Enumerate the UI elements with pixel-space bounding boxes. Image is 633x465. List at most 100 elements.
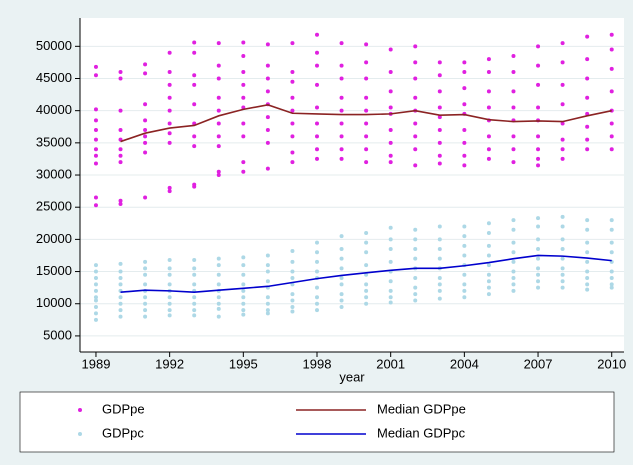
x-tick-label: 2010 (597, 356, 626, 371)
data-point (486, 134, 491, 139)
data-point (118, 314, 123, 319)
data-point (536, 216, 541, 221)
data-point (437, 247, 442, 252)
data-point (609, 66, 614, 71)
data-point (216, 108, 221, 113)
data-point (93, 275, 98, 280)
y-tick-label: 30000 (36, 166, 72, 181)
data-point (192, 102, 197, 107)
data-point (315, 156, 320, 161)
data-point (216, 95, 221, 100)
legend-label: GDPpc (102, 425, 144, 440)
data-point (265, 63, 270, 68)
y-tick-label: 5000 (43, 327, 72, 342)
data-point (167, 185, 172, 190)
data-point (364, 230, 369, 235)
data-point (462, 272, 467, 277)
data-point (609, 89, 614, 94)
data-point (511, 288, 516, 293)
data-point (462, 234, 467, 239)
data-point (118, 127, 123, 132)
data-point (93, 203, 98, 208)
data-point (192, 50, 197, 55)
data-point (339, 234, 344, 239)
data-point (167, 282, 172, 287)
median-line (120, 254, 612, 293)
x-tick-label: 1989 (82, 356, 111, 371)
data-point (388, 153, 393, 158)
data-point (560, 272, 565, 277)
data-point (93, 317, 98, 322)
data-point (290, 309, 295, 314)
data-point (241, 169, 246, 174)
data-point (560, 266, 565, 271)
data-point (388, 259, 393, 264)
data-point (192, 184, 197, 189)
data-point (437, 161, 442, 166)
data-point (93, 73, 98, 78)
data-point (536, 147, 541, 152)
data-point (585, 137, 590, 142)
data-point (462, 253, 467, 258)
data-point (315, 121, 320, 126)
data-point (437, 296, 442, 301)
data-point (265, 42, 270, 47)
data-point (388, 70, 393, 75)
data-point (241, 308, 246, 313)
data-point (609, 250, 614, 255)
data-point (585, 57, 590, 62)
data-point (609, 282, 614, 287)
x-axis-title: year (339, 369, 365, 384)
data-point (511, 160, 516, 165)
data-point (413, 95, 418, 100)
data-point (167, 308, 172, 313)
data-point (437, 60, 442, 65)
data-point (241, 288, 246, 293)
data-point (413, 237, 418, 242)
data-point (536, 156, 541, 161)
data-point (315, 240, 320, 245)
data-point (462, 86, 467, 91)
data-point (413, 298, 418, 303)
data-point (93, 298, 98, 303)
data-point (265, 269, 270, 274)
data-point (143, 314, 148, 319)
data-point (241, 272, 246, 277)
data-point (364, 76, 369, 81)
data-point (364, 42, 369, 47)
data-point (143, 71, 148, 76)
data-point (315, 105, 320, 110)
data-point (437, 73, 442, 78)
data-point (560, 237, 565, 242)
data-point (216, 272, 221, 277)
data-point (462, 282, 467, 287)
data-point (265, 263, 270, 268)
data-point (241, 121, 246, 126)
data-point (585, 124, 590, 129)
data-point (585, 282, 590, 287)
data-point (143, 301, 148, 306)
y-tick-label: 35000 (36, 134, 72, 149)
data-point (167, 140, 172, 145)
data-point (290, 275, 295, 280)
data-point (511, 105, 516, 110)
data-point (585, 250, 590, 255)
data-point (536, 266, 541, 271)
data-point (93, 107, 98, 112)
data-point (511, 147, 516, 152)
data-point (216, 144, 221, 149)
data-point (511, 240, 516, 245)
data-point (609, 47, 614, 52)
data-point (413, 76, 418, 81)
data-point (93, 295, 98, 300)
data-point (315, 134, 320, 139)
data-point (560, 121, 565, 126)
data-point (290, 269, 295, 274)
data-point (265, 140, 270, 145)
data-point (118, 76, 123, 81)
data-point (511, 269, 516, 274)
data-point (339, 76, 344, 81)
data-point (339, 63, 344, 68)
data-point (93, 269, 98, 274)
data-point (216, 306, 221, 311)
